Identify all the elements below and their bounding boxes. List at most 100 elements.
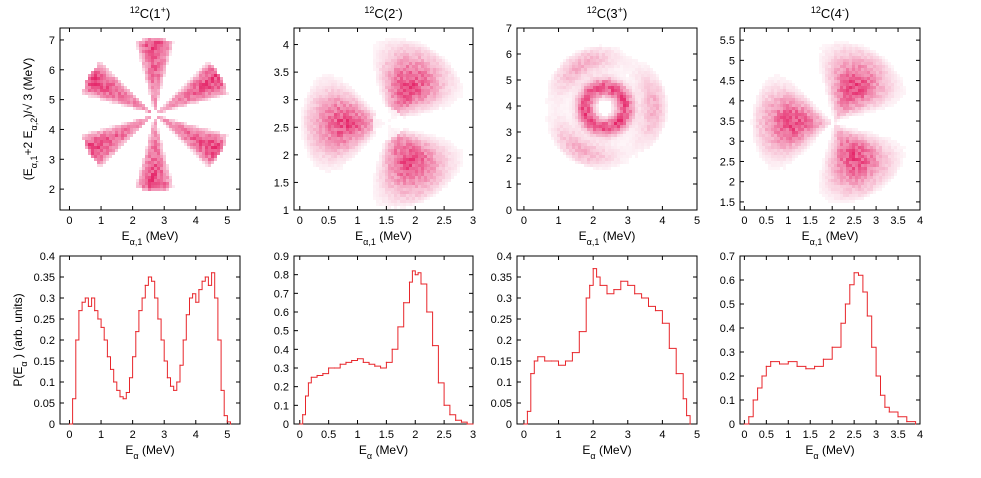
density-cell: [187, 89, 190, 92]
density-cell: [439, 158, 442, 161]
density-cell: [97, 152, 100, 155]
density-cell: [765, 131, 768, 134]
density-cell: [217, 149, 220, 152]
density-cell: [142, 65, 145, 68]
density-cell: [130, 92, 133, 95]
density-cell: [454, 77, 457, 80]
density-cell: [127, 134, 130, 137]
density-cell: [762, 104, 765, 107]
density-cell: [590, 143, 593, 146]
density-cell: [771, 149, 774, 152]
density-cell: [310, 155, 313, 158]
density-cell: [217, 89, 220, 92]
density-cell: [801, 140, 804, 143]
density-cell: [103, 137, 106, 140]
density-cell: [623, 71, 626, 74]
density-cell: [190, 134, 193, 137]
density-cell: [340, 161, 343, 164]
density-cell: [202, 134, 205, 137]
density-cell: [617, 128, 620, 131]
density-cell: [148, 44, 151, 47]
density-cell: [798, 152, 801, 155]
density-cell: [614, 164, 617, 167]
density-cell: [148, 185, 151, 188]
density-cell: [193, 74, 196, 77]
density-cell: [409, 77, 412, 80]
density-cell: [313, 137, 316, 140]
density-cell: [650, 95, 653, 98]
density-cell: [617, 140, 620, 143]
density-cell: [557, 119, 560, 122]
density-cell: [605, 149, 608, 152]
density-cell: [409, 44, 412, 47]
density-cell: [783, 107, 786, 110]
density-cell: [388, 167, 391, 170]
density-cell: [665, 113, 668, 116]
density-cell: [208, 89, 211, 92]
density-cell: [578, 80, 581, 83]
density-cell: [382, 71, 385, 74]
density-cell: [193, 152, 196, 155]
density-cell: [424, 80, 427, 83]
density-cell: [786, 158, 789, 161]
density-cell: [572, 125, 575, 128]
density-cell: [106, 158, 109, 161]
density-cell: [142, 59, 145, 62]
density-cell: [205, 77, 208, 80]
density-cell: [211, 137, 214, 140]
density-cell: [834, 149, 837, 152]
density-cell: [831, 53, 834, 56]
density-cell: [169, 41, 172, 44]
density-cell: [813, 110, 816, 113]
x-tick-label: 0.5: [321, 215, 336, 227]
density-cell: [771, 95, 774, 98]
density-cell: [406, 152, 409, 155]
density-cell: [653, 104, 656, 107]
density-cell: [566, 116, 569, 119]
density-cell: [373, 182, 376, 185]
y-tick-label: 1: [283, 205, 289, 217]
density-cell: [436, 65, 439, 68]
density-cell: [662, 116, 665, 119]
density-cell: [578, 86, 581, 89]
density-cell: [91, 137, 94, 140]
density-cell: [617, 137, 620, 140]
density-cell: [160, 176, 163, 179]
density-cell: [211, 134, 214, 137]
density-cell: [599, 71, 602, 74]
density-cell: [373, 122, 376, 125]
density-cell: [638, 134, 641, 137]
density-cell: [792, 131, 795, 134]
density-cell: [786, 140, 789, 143]
density-cell: [439, 98, 442, 101]
density-cell: [139, 41, 142, 44]
density-cell: [205, 74, 208, 77]
density-cell: [214, 89, 217, 92]
density-cell: [103, 68, 106, 71]
density-cell: [623, 98, 626, 101]
density-cell: [397, 203, 400, 206]
density-cell: [394, 176, 397, 179]
density-cell: [623, 68, 626, 71]
density-cell: [759, 131, 762, 134]
density-cell: [454, 167, 457, 170]
density-cell: [831, 146, 834, 149]
density-cell: [124, 98, 127, 101]
density-cell: [816, 122, 819, 125]
density-cell: [334, 98, 337, 101]
density-cell: [385, 41, 388, 44]
density-cell: [596, 74, 599, 77]
density-cell: [596, 143, 599, 146]
density-cell: [97, 86, 100, 89]
density-cell: [801, 137, 804, 140]
density-cell: [133, 122, 136, 125]
density-cell: [427, 86, 430, 89]
density-cell: [599, 116, 602, 119]
density-cell: [322, 77, 325, 80]
density-cell: [786, 101, 789, 104]
density-cell: [813, 137, 816, 140]
density-cell: [97, 83, 100, 86]
density-cell: [382, 59, 385, 62]
density-cell: [325, 74, 328, 77]
density-cell: [753, 140, 756, 143]
